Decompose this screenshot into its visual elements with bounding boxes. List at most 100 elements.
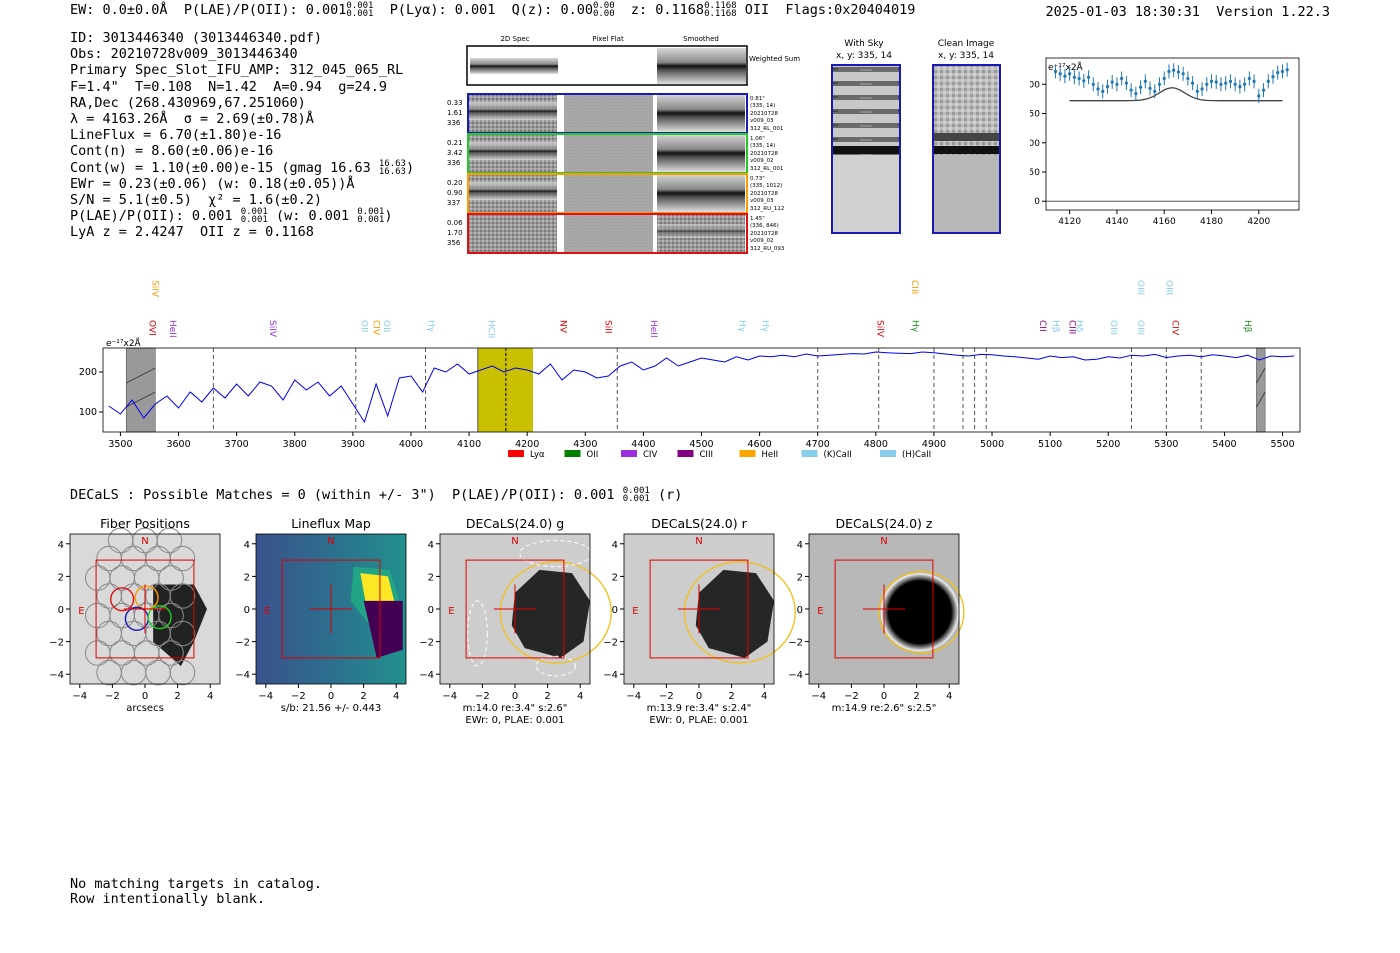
fiber-circle (169, 583, 196, 609)
zoom-point (1285, 68, 1289, 72)
panel-y-tick-label: 2 (797, 572, 803, 583)
observation-id: Obs: 20210728v009_3013446340 (70, 46, 298, 63)
zoom-point (1195, 89, 1199, 93)
header-summary: EW: 0.0±0.0Å P(LAE)/P(OII): 0.001 0.001 0.… (70, 2, 916, 19)
svg-text:337: 337 (447, 199, 460, 207)
svg-text:3.42: 3.42 (447, 149, 463, 157)
zoom-x-ticks: 4120 4140 4160 4180 4200 (1058, 210, 1271, 227)
spectral-line-label: HCII (485, 320, 495, 338)
full-x-tick-label: 4300 (573, 439, 597, 450)
zoom-point (1101, 89, 1105, 93)
fiber-circle (169, 545, 196, 572)
panel-y-tick-label: 4 (58, 540, 64, 551)
compass-east: E (817, 606, 823, 617)
zoom-x-tick-label: 4200 (1247, 217, 1270, 227)
panel-x-tick-label: 4 (946, 691, 952, 702)
panel-y-tick-label: −4 (419, 670, 434, 681)
z-line-id: OII (744, 2, 770, 18)
svg-text:(335, 14): (335, 14) (750, 143, 775, 149)
spectral-line-label: OVI (147, 320, 157, 336)
zoom-y-tick-label: 0 (1034, 197, 1040, 207)
panel-x-tick-label: 2 (360, 691, 366, 702)
svg-text:(336, 846): (336, 846) (750, 223, 779, 229)
panel-y-tick-label: 4 (612, 540, 618, 551)
panel-y-tick-label: 0 (428, 605, 434, 616)
spectral-line-label: CIV (370, 320, 380, 336)
zoom-point (1252, 79, 1256, 83)
svg-text:312_RL_001: 312_RL_001 (750, 166, 783, 172)
compass-north: N (695, 536, 702, 547)
zoom-point (1172, 68, 1176, 72)
spectral-line-label: CIV (1169, 320, 1179, 336)
full-x-ticks: 3500 3600 3700 3800 3900 4000 4100 4200 4300 4400… (108, 432, 1295, 450)
imaging-panel: N E DECaLS(24.0) r −4 −2 0 2 4 4 2 0 −2 −4 m:13.9 re:… (603, 516, 796, 725)
primary-spec: Primary Spec_Slot_IFU_AMP: 312_045_065_R… (70, 62, 404, 79)
full-x-tick-label: 4500 (689, 439, 713, 450)
spectral-line-label: SiIV (149, 280, 159, 298)
panel-xlabel: s/b: 21.56 +/- 0.443 (281, 703, 381, 714)
panel-y-tick-label: −4 (50, 670, 64, 681)
footer-line-2: Row intentionally blank. (70, 891, 266, 907)
zoom-point (1072, 75, 1076, 79)
panel-y-tick-label: −4 (788, 670, 803, 681)
imaging-panel: N E DECaLS(24.0) z −4 −2 0 2 4 4 2 0 −2 −4 m:14.9 re:… (788, 516, 965, 714)
zoom-point (1276, 71, 1280, 75)
ewr: EWr = 0.23(±0.06) (w: 0.18(±0.05))Å (70, 175, 355, 192)
zoom-point (1110, 80, 1114, 84)
panel-x-tick-label: 0 (512, 691, 518, 702)
zoom-point (1176, 70, 1181, 74)
zoom-point (1205, 82, 1209, 86)
zoom-y-unit: e⁻¹⁷x2Å (1048, 61, 1084, 73)
zoom-point (1086, 75, 1091, 79)
spectral-line-label: OIII (1163, 280, 1173, 295)
legend-swatch (739, 450, 756, 457)
panel-y-tick-label: 0 (797, 605, 803, 616)
zoom-marks (1046, 62, 1299, 202)
flags-value: Flags:0x20404019 (785, 2, 916, 18)
spectra-cutouts: 2D Spec Pixel Flat Smoothed Weighted Sum… (447, 35, 800, 254)
panel-y-tick-label: 0 (612, 605, 618, 616)
zoom-point (1257, 94, 1261, 98)
weighted-sum-spec (470, 58, 558, 74)
full-y-tick-label: 200 (79, 367, 97, 378)
zoom-point (1153, 89, 1157, 93)
panel-x-tick-label: 4 (393, 691, 399, 702)
zoom-point (1280, 69, 1285, 74)
svg-text:v009_03: v009_03 (750, 198, 774, 204)
full-x-tick-label: 5400 (1212, 439, 1236, 450)
panel-x-tick-label: −4 (811, 691, 826, 702)
zoom-point (1129, 88, 1133, 92)
panel-y-tick-label: −2 (419, 638, 434, 649)
zoom-point (1186, 76, 1190, 81)
spectral-line-label: HeII (167, 320, 177, 338)
svg-text:(335, 1012): (335, 1012) (750, 183, 782, 189)
panel-y-tick-label: −2 (235, 638, 250, 649)
zoom-point (1120, 76, 1124, 81)
z-value: z: 0.1168 (630, 2, 705, 18)
legend-swatch (880, 450, 896, 457)
compass-east: E (264, 606, 270, 617)
decals-source (511, 569, 590, 658)
lineflux-peak (360, 573, 395, 609)
zoom-point (1247, 76, 1251, 81)
panel-x-tick-label: −4 (258, 691, 273, 702)
masked-region (1256, 347, 1266, 433)
legend-label: CIV (643, 450, 657, 460)
spectral-line-label: Hβ (1242, 320, 1252, 333)
compass-north: N (327, 536, 334, 547)
zoom-point (1167, 69, 1171, 74)
imaging-panels: N E Fiber Positions −4 −2 0 2 4 4 2 0 −2 −4 arcsecs N E… (50, 516, 965, 725)
panel-y-tick-label: 4 (244, 540, 250, 551)
spectral-line-label: CIII (1066, 320, 1076, 334)
full-x-tick-label: 5300 (1154, 439, 1178, 450)
legend-swatch (677, 450, 694, 457)
decals-source (880, 573, 959, 652)
full-x-tick-label: 3600 (166, 439, 190, 450)
zoom-point (1219, 82, 1223, 86)
panel-x-tick-label: −4 (442, 691, 457, 702)
panel-title: Fiber Positions (100, 516, 190, 531)
fiber-circle (158, 640, 184, 666)
neighbor-ellipse (535, 655, 576, 677)
svg-text:0.21: 0.21 (447, 139, 463, 147)
